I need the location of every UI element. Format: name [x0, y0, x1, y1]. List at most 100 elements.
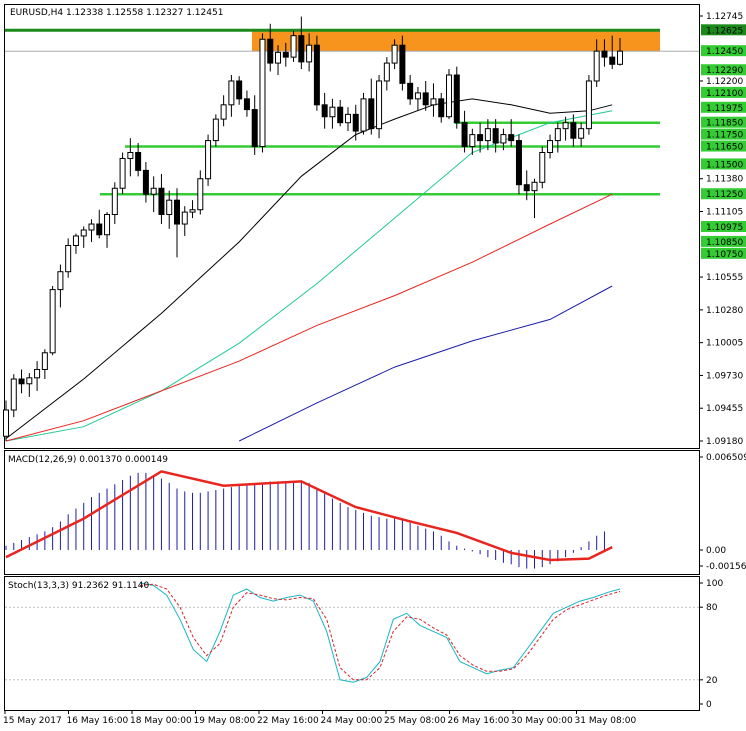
price-tag-label: 1.11250 [706, 190, 743, 200]
x-tick-label: 26 May 16:00 [448, 716, 510, 726]
candle [96, 209, 103, 239]
macd-signal-line [5, 470, 613, 562]
price-tag [701, 116, 746, 128]
candle-body [104, 213, 111, 236]
candle [352, 104, 359, 141]
candle-body [236, 80, 243, 100]
candle-body [127, 152, 134, 159]
candle [212, 114, 219, 147]
resistance-zone [252, 30, 660, 52]
candle [72, 233, 79, 254]
price-tag [701, 45, 746, 57]
candle [321, 92, 328, 129]
candle [166, 190, 173, 229]
candle-body [414, 92, 421, 100]
candle-body [80, 229, 87, 237]
y-tick-label: 1.10555 [706, 273, 743, 283]
candle [88, 219, 95, 242]
candle [173, 188, 180, 258]
stoch-tick-label: 100 [706, 579, 723, 589]
candle [197, 170, 204, 215]
moving-average-line [5, 110, 613, 442]
candle-body [422, 92, 429, 106]
candle-body [438, 98, 445, 118]
candle-body [10, 378, 17, 411]
candle-body [290, 35, 297, 58]
candle [422, 80, 429, 111]
candle [65, 238, 72, 278]
candle [80, 226, 87, 248]
candle [383, 57, 390, 91]
candle-body [477, 134, 484, 142]
candle-body [547, 140, 554, 154]
candle [617, 38, 623, 66]
price-tag [701, 235, 746, 247]
macd-tick-label: 0.00 [706, 546, 726, 556]
candle [3, 400, 9, 441]
candle [593, 39, 600, 87]
candle-body [282, 51, 289, 58]
candle-body [111, 187, 118, 215]
candle [601, 39, 608, 67]
candle [329, 98, 336, 129]
candle-body [34, 368, 41, 379]
candle [104, 212, 111, 248]
y-tick-label: 1.12745 [706, 12, 743, 22]
candle-body [344, 113, 351, 124]
candle [508, 119, 515, 147]
candle [282, 42, 289, 67]
candle-body [166, 199, 173, 215]
y-tick-label: 1.10280 [706, 306, 743, 316]
candle [205, 134, 212, 186]
candle-body [399, 44, 406, 84]
candle [18, 369, 25, 394]
candle [344, 107, 351, 132]
x-tick-label: 18 May 00:00 [130, 716, 192, 726]
x-tick-label: 25 May 08:00 [384, 716, 446, 726]
candle [337, 100, 344, 127]
candle [251, 95, 258, 155]
candle-body [298, 35, 305, 63]
macd-tick-label: -0.001566 [706, 562, 746, 572]
candle-body [267, 38, 274, 64]
candle [438, 92, 445, 123]
candle-body [197, 178, 204, 211]
candle-body [313, 44, 320, 106]
candle-body [508, 134, 515, 142]
candle [228, 75, 235, 117]
candle-body [601, 50, 608, 58]
candle [150, 176, 157, 213]
candle [189, 200, 196, 219]
stoch-tick-label: 0 [706, 700, 712, 710]
price-tag [701, 128, 746, 140]
price-tag [701, 101, 746, 113]
candle [181, 206, 188, 236]
candle-body [391, 44, 398, 64]
price-tag [701, 158, 746, 170]
candle-body [539, 152, 546, 183]
candle-body [205, 140, 212, 180]
candle-body [453, 74, 460, 124]
candle-body [368, 98, 375, 130]
candle-body [49, 289, 56, 354]
candle [119, 152, 126, 195]
candle-body [189, 209, 196, 213]
candle [290, 30, 297, 62]
x-tick-label: 24 May 00:00 [321, 716, 383, 726]
candle-body [3, 409, 9, 437]
candle [267, 23, 274, 72]
candle [515, 134, 522, 195]
stoch-line [139, 582, 621, 683]
x-tick-label: 22 May 16:00 [257, 716, 319, 726]
candle [609, 35, 616, 70]
candle [275, 45, 282, 76]
candle [539, 146, 546, 189]
stoch-line [139, 583, 621, 681]
price-tag-label: 1.10850 [706, 238, 743, 248]
candle-body [220, 104, 227, 120]
candle-body [352, 113, 359, 132]
candle [547, 134, 554, 159]
candle [158, 173, 165, 225]
x-tick-label: 31 May 08:00 [575, 716, 637, 726]
candle [492, 119, 499, 153]
